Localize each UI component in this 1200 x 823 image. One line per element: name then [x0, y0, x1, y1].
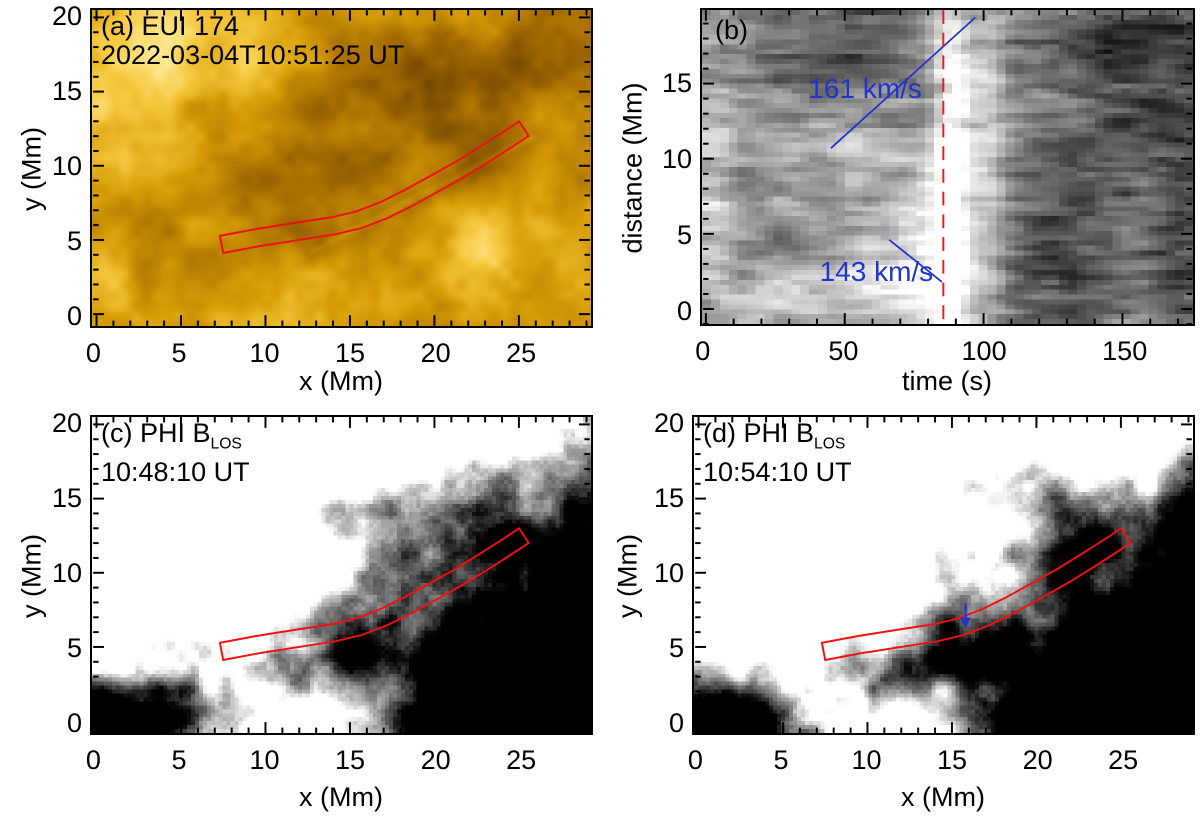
x-tick-label: 50: [828, 336, 859, 366]
y-tick-label: 20: [653, 407, 684, 438]
panel-a-timestamp: 2022-03-04T10:51:25 UT: [101, 40, 405, 70]
y-tick-label: 5: [676, 219, 692, 250]
x-tick-label: 15: [335, 338, 366, 368]
panel-b-xaxis-title: time (s): [902, 366, 992, 396]
x-tick-label: 15: [335, 745, 366, 775]
x-tick-label: 15: [937, 745, 968, 775]
x-tick-label: 10: [851, 745, 882, 775]
panel-c-timestamp: 10:48:10 UT: [101, 457, 250, 488]
x-tick-label: 0: [85, 338, 101, 368]
x-tick-label: 25: [506, 338, 537, 368]
panel-a-title: (a) EUI 174: [101, 11, 240, 41]
panel-c-annotations: [93, 417, 590, 733]
panel-b-image: [702, 10, 1193, 324]
panel-a-image: [92, 10, 591, 326]
speed-label-143: 143 km/s: [819, 255, 934, 287]
panel-d-annotations: [695, 417, 1192, 733]
y-tick-label: 20: [51, 0, 82, 31]
x-tick-label: 0: [695, 336, 711, 366]
slit-outline: [820, 527, 1133, 662]
x-tick-label: 0: [687, 745, 703, 775]
x-tick-label: 100: [961, 336, 1007, 366]
panel-a-xaxis-title: x (Mm): [299, 366, 383, 396]
y-tick-label: 5: [668, 632, 684, 663]
y-tick-label: 15: [51, 482, 82, 513]
panel-a-label: (a) EUI 174 2022-03-04T10:51:25 UT: [101, 12, 404, 70]
x-tick-label: 0: [85, 745, 101, 775]
y-tick-label: 0: [66, 707, 82, 738]
y-tick-label: 10: [51, 557, 82, 588]
panel-d-timestamp: 10:54:10 UT: [703, 457, 852, 488]
panel-d-label: (d) PHI BLOS 10:54:10 UT: [703, 419, 852, 487]
x-tick-label: 25: [1108, 745, 1139, 775]
y-tick-label: 10: [661, 143, 692, 174]
x-tick-label: 25: [506, 745, 537, 775]
x-tick-label: 10: [249, 338, 280, 368]
panel-c-image: [92, 417, 591, 733]
panel-d-title: (d) PHI BLOS: [703, 418, 846, 453]
x-tick-label: 5: [773, 745, 789, 775]
slit-outline: [218, 120, 531, 255]
y-tick-label: 15: [661, 67, 692, 98]
panel-c-xaxis-title: x (Mm): [299, 782, 383, 812]
y-tick-label: 15: [51, 75, 82, 106]
x-tick-label: 10: [249, 745, 280, 775]
speed-line: [888, 239, 943, 283]
speed-label-161: 161 km/s: [808, 73, 922, 105]
panel-d-image: [694, 417, 1193, 733]
x-tick-label: 150: [1102, 336, 1148, 366]
y-tick-label: 20: [51, 407, 82, 438]
arrow-head-icon: [960, 617, 971, 629]
speed-line: [830, 16, 976, 149]
y-tick-label: 5: [66, 632, 82, 663]
panel-c-title: (c) PHI BLOS: [101, 418, 242, 453]
slit-outline: [218, 527, 531, 662]
panel-d-xaxis-title: x (Mm): [901, 782, 985, 812]
x-tick-label: 20: [420, 745, 451, 775]
panel-b: (b) 161 km/s 143 km/s: [700, 8, 1195, 326]
y-tick-label: 0: [668, 707, 684, 738]
y-tick-label: 15: [653, 482, 684, 513]
x-tick-label: 5: [171, 745, 187, 775]
panel-d: (d) PHI BLOS 10:54:10 UT: [692, 415, 1195, 735]
x-tick-label: 20: [420, 338, 451, 368]
panel-a: (a) EUI 174 2022-03-04T10:51:25 UT: [90, 8, 593, 328]
panel-b-annotations: [703, 10, 1192, 325]
y-tick-label: 10: [653, 557, 684, 588]
panel-c: (c) PHI BLOS 10:48:10 UT: [90, 415, 593, 735]
x-tick-label: 20: [1022, 745, 1053, 775]
panel-b-label: (b): [715, 15, 748, 45]
y-tick-label: 5: [66, 225, 82, 256]
panel-a-annotations: [93, 10, 590, 326]
y-tick-label: 10: [51, 150, 82, 181]
y-tick-label: 0: [676, 295, 692, 326]
panel-c-label: (c) PHI BLOS 10:48:10 UT: [101, 419, 250, 487]
y-tick-label: 0: [66, 300, 82, 331]
x-tick-label: 5: [171, 338, 187, 368]
